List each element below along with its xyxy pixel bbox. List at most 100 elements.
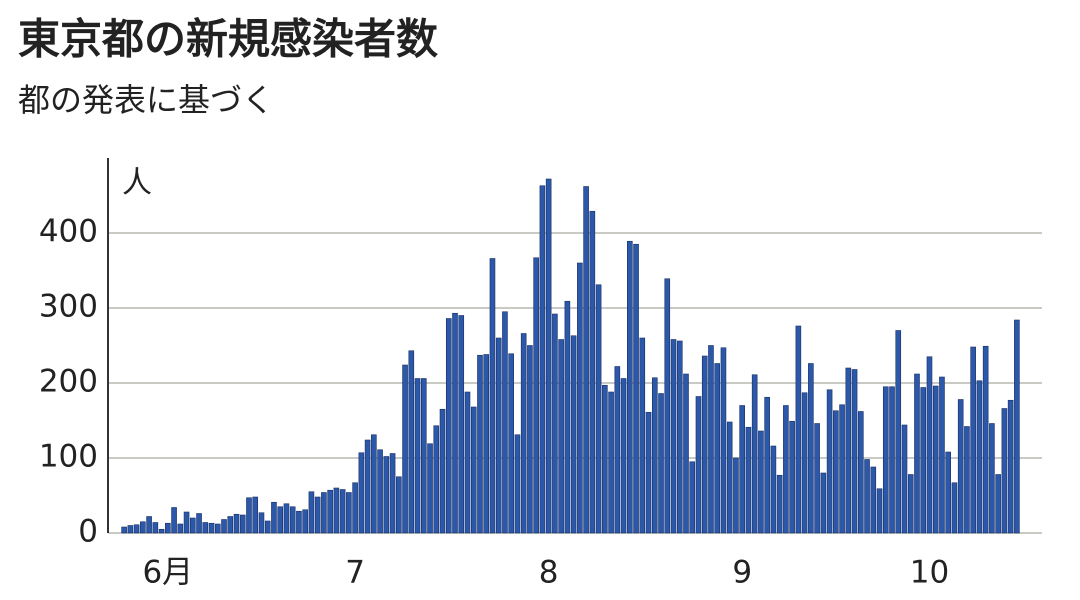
- bar: [214, 523, 221, 534]
- bar: [202, 522, 209, 534]
- bar: [770, 445, 777, 534]
- bar: [676, 340, 683, 534]
- bar: [882, 386, 889, 534]
- bar: [296, 510, 302, 534]
- bar: [658, 393, 664, 534]
- bar: [733, 457, 739, 534]
- y-tick-label: 0: [78, 514, 98, 550]
- bar: [620, 378, 627, 534]
- bar: [508, 353, 514, 534]
- x-tick-label: 6月: [142, 555, 193, 591]
- bar: [383, 456, 390, 534]
- bar: [189, 517, 196, 534]
- bar: [995, 474, 1001, 534]
- bar: [495, 337, 502, 534]
- bar: [758, 430, 764, 534]
- bar: [489, 258, 496, 534]
- bar: [801, 392, 808, 534]
- unit-label: 人: [122, 166, 152, 201]
- bar: [464, 391, 471, 534]
- bar: [639, 337, 646, 534]
- bar: [514, 434, 521, 534]
- bar: [433, 425, 440, 534]
- bar: [726, 421, 733, 534]
- bar: [932, 385, 939, 534]
- bar: [171, 507, 177, 534]
- bar: [445, 318, 452, 534]
- bar: [302, 509, 308, 534]
- bar: [614, 366, 621, 534]
- bar: [346, 492, 352, 534]
- bar: [414, 378, 421, 534]
- bar: [352, 482, 358, 534]
- bar: [377, 449, 383, 534]
- bar: [208, 522, 215, 534]
- bar: [964, 426, 970, 534]
- bar: [689, 461, 696, 534]
- bar: [870, 466, 877, 534]
- bar: [389, 453, 396, 534]
- bar: [564, 300, 571, 534]
- bar: [826, 389, 833, 534]
- bar: [764, 396, 770, 534]
- bar: [814, 423, 820, 534]
- bar: [789, 420, 795, 534]
- bar: [695, 396, 702, 534]
- bar: [146, 516, 152, 534]
- bar: [133, 524, 140, 534]
- bar: [907, 474, 914, 534]
- bar: [739, 405, 745, 534]
- bar: [895, 330, 902, 534]
- bar: [333, 487, 340, 534]
- bar: [945, 451, 952, 534]
- bar: [227, 516, 234, 534]
- chart-title: 東京都の新規感染者数: [18, 15, 438, 64]
- bar: [533, 257, 539, 534]
- bar: [670, 339, 677, 534]
- bar: [483, 354, 490, 534]
- bar: [527, 345, 533, 534]
- bar: [989, 423, 995, 534]
- bar: [439, 408, 446, 534]
- bar: [858, 411, 864, 534]
- bar: [876, 488, 883, 534]
- bar: [845, 367, 852, 534]
- bar: [633, 243, 639, 534]
- bar: [427, 443, 433, 534]
- bar: [196, 513, 202, 534]
- y-tick-label: 400: [39, 214, 98, 250]
- bar: [308, 491, 315, 534]
- bar: [140, 521, 146, 534]
- bar: [745, 426, 752, 534]
- bar: [545, 178, 552, 534]
- bar: [914, 373, 920, 534]
- bar: [570, 335, 577, 534]
- bar: [402, 364, 408, 534]
- bar: [127, 525, 134, 534]
- bar: [602, 384, 608, 534]
- bar: [165, 522, 171, 534]
- bar: [1007, 399, 1014, 534]
- chart-subtitle: 都の発表に基づく: [18, 81, 274, 119]
- bar: [976, 380, 983, 534]
- bar: [664, 278, 671, 534]
- bar: [864, 459, 870, 534]
- bar: [264, 520, 271, 534]
- bar: [183, 511, 190, 534]
- bar: [158, 528, 165, 534]
- bar: [839, 404, 845, 534]
- x-tick-label: 10: [910, 555, 949, 591]
- bar: [583, 186, 589, 534]
- bar: [408, 350, 415, 534]
- bar: [1001, 408, 1008, 534]
- bar: [939, 376, 945, 534]
- bar: [926, 356, 933, 534]
- bar: [470, 406, 477, 534]
- bar: [608, 391, 614, 534]
- bar: [321, 492, 327, 534]
- bar: [502, 311, 508, 534]
- bar: [589, 210, 596, 534]
- bar: [982, 345, 989, 534]
- bar: [239, 514, 246, 534]
